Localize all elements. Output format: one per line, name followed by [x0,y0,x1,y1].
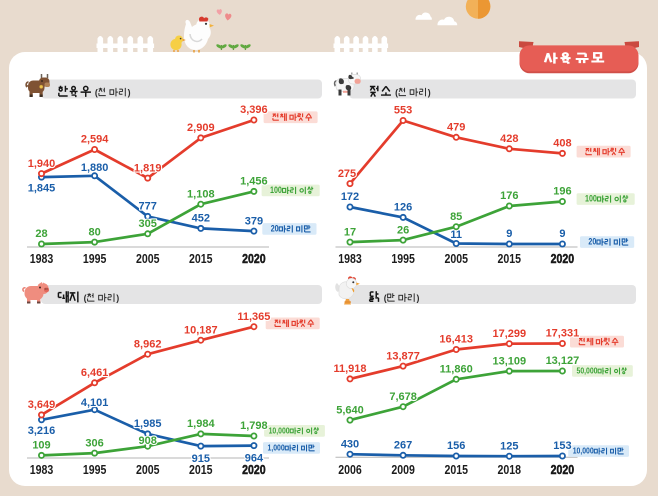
svg-text:2018: 2018 [498,462,522,477]
svg-text:(: ( [84,293,87,303]
svg-text:4,101: 4,101 [81,397,109,409]
svg-text:2015: 2015 [498,251,522,266]
svg-text:28: 28 [35,228,47,240]
svg-text:2020: 2020 [551,251,575,266]
svg-text:20: 20 [271,224,279,234]
svg-text:109: 109 [32,440,50,452]
svg-text:1,985: 1,985 [134,418,162,430]
svg-text:1995: 1995 [391,251,415,266]
svg-text:3,649: 3,649 [28,399,56,411]
svg-text:16,413: 16,413 [439,334,473,346]
svg-text:26: 26 [397,224,409,236]
svg-text:(: ( [95,87,98,97]
svg-text:2020: 2020 [242,251,266,266]
svg-text:126: 126 [394,202,412,214]
svg-text:7,678: 7,678 [389,391,417,403]
svg-text:): ) [116,293,119,303]
svg-text:1983: 1983 [30,251,54,266]
svg-text:2020: 2020 [551,462,575,477]
svg-text:13,127: 13,127 [546,355,580,367]
svg-text:2,594: 2,594 [81,134,109,146]
svg-text:11: 11 [450,229,462,241]
svg-text:80: 80 [88,226,100,238]
svg-text:196: 196 [553,186,571,198]
svg-text:908: 908 [139,435,157,447]
svg-text:11,918: 11,918 [333,363,366,375]
svg-text:(: ( [395,87,398,97]
svg-text:430: 430 [341,438,359,450]
svg-text:5,640: 5,640 [336,404,364,416]
svg-text:17,331: 17,331 [546,328,580,340]
svg-text:11,365: 11,365 [237,311,270,323]
svg-text:(: ( [384,293,387,303]
svg-text:777: 777 [139,201,157,213]
svg-text:1,845: 1,845 [28,182,56,194]
svg-text:176: 176 [500,190,518,202]
svg-text:267: 267 [394,440,412,452]
svg-text:100: 100 [270,185,282,195]
svg-text:553: 553 [394,105,412,117]
svg-text:10,000: 10,000 [269,426,290,436]
svg-text:1995: 1995 [83,462,107,477]
svg-text:13,109: 13,109 [492,355,526,367]
svg-text:17,299: 17,299 [492,328,526,340]
svg-text:2005: 2005 [444,251,468,266]
svg-text:6,461: 6,461 [81,367,109,379]
svg-text:1,940: 1,940 [28,158,56,170]
svg-text:1,108: 1,108 [187,188,215,200]
svg-text:156: 156 [447,440,465,452]
svg-text:3,216: 3,216 [28,425,56,437]
svg-text:2005: 2005 [136,251,160,266]
svg-text:2009: 2009 [391,462,415,477]
svg-text:1983: 1983 [30,462,54,477]
svg-text:1,880: 1,880 [81,162,109,174]
svg-text:1995: 1995 [83,251,107,266]
svg-text:2015: 2015 [444,462,468,477]
svg-text:10,187: 10,187 [184,324,218,336]
svg-text:13,877: 13,877 [386,350,420,362]
svg-text:479: 479 [447,122,465,134]
svg-text:1983: 1983 [338,251,362,266]
svg-text:17: 17 [344,226,356,238]
svg-text:2006: 2006 [338,462,362,477]
svg-text:1,819: 1,819 [134,162,162,174]
svg-text:1,984: 1,984 [187,418,215,430]
svg-text:2015: 2015 [189,251,213,266]
svg-text:85: 85 [450,211,462,223]
svg-text:100: 100 [585,194,597,204]
svg-text:2005: 2005 [136,462,160,477]
svg-text:2020: 2020 [242,462,266,477]
svg-text:): ) [428,87,431,97]
svg-text:2015: 2015 [189,462,213,477]
svg-text:9: 9 [506,228,512,240]
svg-text:275: 275 [338,168,356,180]
svg-text:1,456: 1,456 [240,176,268,188]
svg-text:): ) [417,293,420,303]
svg-text:50,000: 50,000 [577,366,598,376]
svg-text:8,962: 8,962 [134,338,162,350]
svg-text:1,798: 1,798 [240,420,268,432]
svg-text:3,396: 3,396 [240,104,268,116]
svg-text:20: 20 [588,237,596,247]
svg-text:306: 306 [85,437,103,449]
svg-text:1,000: 1,000 [268,443,285,453]
svg-text:379: 379 [245,215,263,227]
svg-text:): ) [128,87,131,97]
svg-text:915: 915 [192,453,210,465]
svg-text:452: 452 [192,213,210,225]
svg-text:172: 172 [341,191,359,203]
svg-text:305: 305 [139,218,157,230]
svg-text:153: 153 [553,440,571,452]
svg-text:9: 9 [559,228,565,240]
svg-text:408: 408 [553,138,571,150]
svg-text:11,860: 11,860 [440,364,473,376]
svg-text:2,909: 2,909 [187,122,215,134]
svg-text:964: 964 [245,452,264,464]
svg-text:428: 428 [500,133,518,145]
svg-text:125: 125 [500,440,518,452]
svg-text:10,000: 10,000 [573,446,594,456]
